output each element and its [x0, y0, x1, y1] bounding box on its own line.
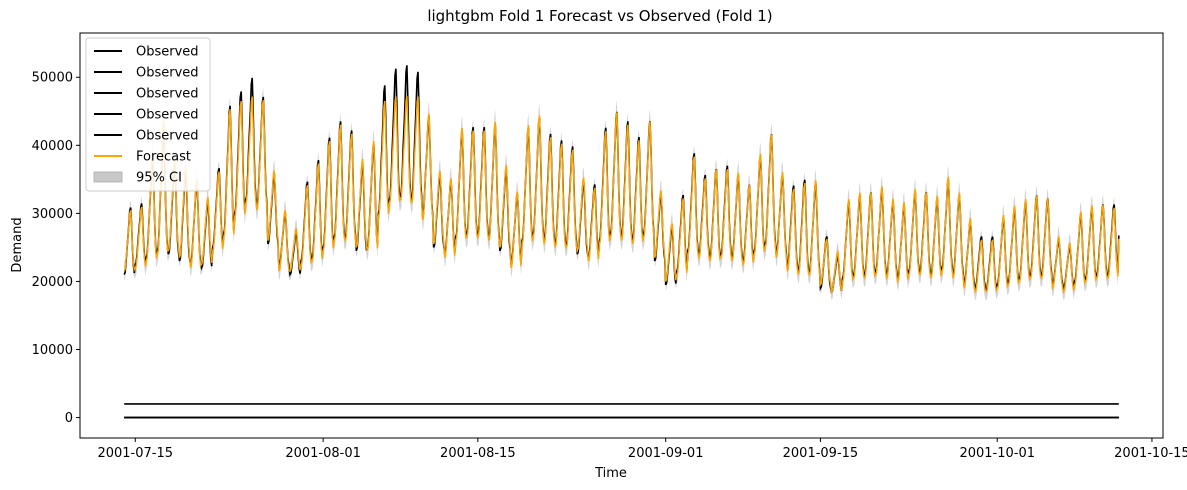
legend-swatch-ci [93, 171, 123, 183]
legend-entry-3: Observed [136, 108, 199, 123]
y-tick-label-1: 10000 [32, 343, 73, 358]
y-tick-label-0: 0 [65, 411, 73, 426]
plot-area [123, 65, 1120, 419]
axes: 2001-07-15 2001-08-01 2001-08-15 2001-09-01… [32, 32, 1187, 461]
y-tick-label-5: 50000 [32, 71, 73, 86]
x-tick-label-5: 2001-10-01 [959, 446, 1035, 461]
legend-entry-5: Forecast [136, 150, 191, 165]
x-tick-label-0: 2001-07-15 [97, 446, 173, 461]
ci-band [124, 83, 1119, 301]
x-tick-label-1: 2001-08-01 [285, 446, 361, 461]
forecast-line [123, 95, 1120, 294]
legend-entry-2: Observed [136, 87, 199, 102]
legend-entry-6: 95% CI [136, 171, 182, 186]
y-tick-label-2: 20000 [32, 275, 73, 290]
x-tick-label-4: 2001-09-15 [783, 446, 859, 461]
legend-entry-0: Observed [136, 45, 199, 60]
legend-entry-1: Observed [136, 66, 199, 81]
y-tick-label-3: 30000 [32, 207, 73, 222]
legend-box [85, 37, 211, 192]
x-axis-label: Time [594, 466, 627, 481]
x-tick-label-6: 2001-10-15 [1114, 446, 1187, 461]
x-tick-label-2: 2001-08-15 [440, 446, 516, 461]
y-axis-label: Demand [10, 217, 25, 272]
legend: Observed Observed Observed Observed Observed… [85, 37, 211, 192]
y-tick-label-4: 40000 [32, 139, 73, 154]
chart-title: lightgbm Fold 1 Forecast vs Observed (Fo… [427, 7, 772, 25]
legend-entry-4: Observed [136, 129, 199, 144]
x-tick-label-3: 2001-09-01 [628, 446, 704, 461]
plot-frame [79, 32, 1164, 439]
